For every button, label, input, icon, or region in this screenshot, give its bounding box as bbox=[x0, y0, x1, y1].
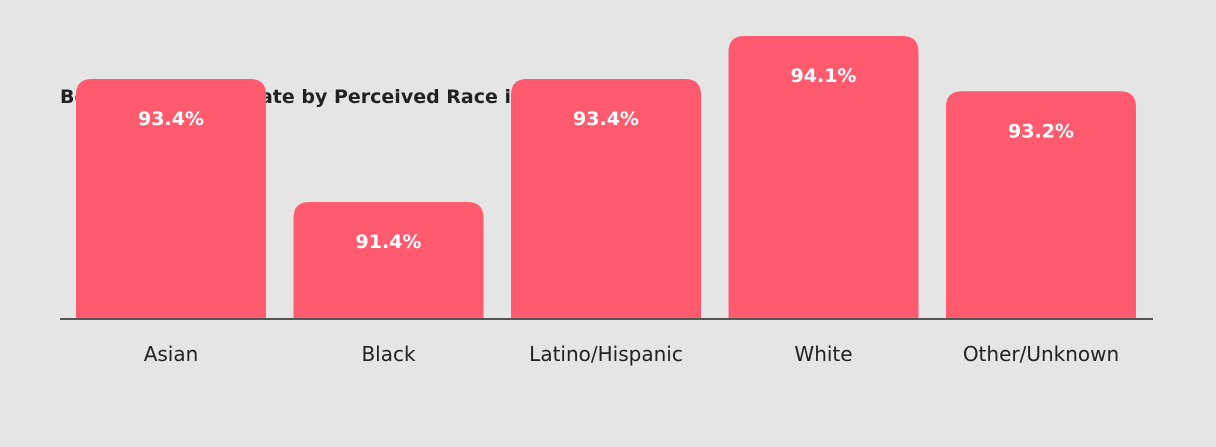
bar-value-label: 93.4% bbox=[138, 108, 204, 130]
bar-latino-hispanic bbox=[511, 79, 701, 319]
bar-value-label: 91.4% bbox=[356, 231, 422, 253]
bar-white bbox=[728, 35, 919, 319]
bar-value-label: 93.2% bbox=[1008, 120, 1074, 142]
bar-black bbox=[293, 202, 484, 319]
category-label: Other/Unknown bbox=[963, 342, 1119, 366]
category-label: White bbox=[794, 342, 852, 366]
bars-layer: 93.4% 91.4% 93.4% 94.1% 93.2% bbox=[76, 35, 1136, 319]
category-label: Black bbox=[361, 342, 416, 366]
category-label: Asian bbox=[144, 342, 199, 366]
bar-asian bbox=[76, 79, 266, 319]
category-labels-layer: Asian Black Latino/Hispanic White Other/Unkn… bbox=[144, 342, 1119, 366]
category-label: Latino/Hispanic bbox=[529, 342, 683, 366]
bar-other-unknown bbox=[946, 91, 1136, 319]
bar-value-label: 93.4% bbox=[573, 108, 639, 130]
bar-value-label: 94.1% bbox=[791, 65, 857, 87]
